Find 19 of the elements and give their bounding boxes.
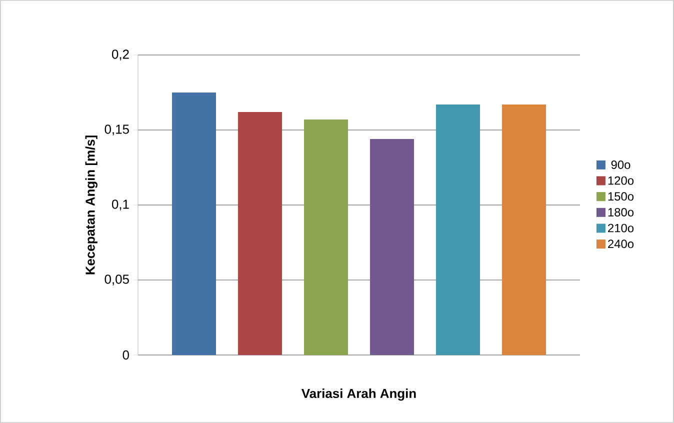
y-tick-label: 0,2 [112, 50, 129, 60]
legend-label: 240o [608, 240, 634, 248]
legend-label: 210o [608, 224, 634, 232]
bar [436, 104, 480, 355]
y-tick-label: 0,05 [104, 274, 129, 286]
y-tick-label: 0 [122, 350, 129, 360]
y-tick-label: 0,1 [112, 200, 129, 210]
x-axis-title: Variasi Arah Angin [302, 388, 416, 401]
bar [502, 104, 546, 355]
bar [304, 120, 348, 355]
legend-label: 180o [608, 208, 634, 216]
legend-label: 120o [608, 176, 634, 185]
bar [238, 112, 282, 355]
y-axis-title: Kecepatan Angin [m/s] [85, 136, 98, 274]
bar [172, 92, 216, 355]
legend-label: 150o [608, 192, 634, 201]
legend-label: 90o [611, 160, 630, 169]
bar [370, 139, 414, 355]
y-tick-label: 0,15 [104, 124, 129, 136]
